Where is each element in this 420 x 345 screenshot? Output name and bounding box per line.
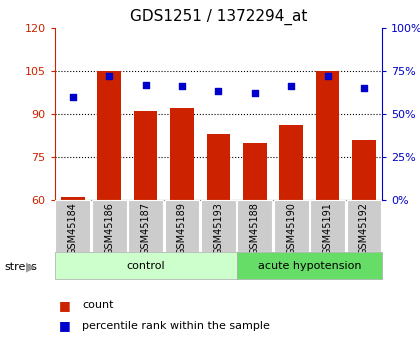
Point <box>69 94 76 99</box>
Bar <box>279 125 303 200</box>
Bar <box>170 108 194 200</box>
Bar <box>346 200 381 252</box>
Text: GSM45184: GSM45184 <box>68 201 78 255</box>
Point <box>215 89 222 94</box>
Text: control: control <box>126 261 165 270</box>
Bar <box>243 142 267 200</box>
Bar <box>92 200 127 252</box>
Point <box>252 90 258 96</box>
Bar <box>201 200 236 252</box>
Text: acute hypotension: acute hypotension <box>257 261 361 270</box>
Point <box>324 73 331 79</box>
Bar <box>55 200 90 252</box>
Bar <box>134 111 158 200</box>
Point <box>142 82 149 87</box>
Point <box>178 83 185 89</box>
Bar <box>352 140 376 200</box>
Bar <box>236 252 382 279</box>
Text: GSM45191: GSM45191 <box>323 201 333 255</box>
Text: GSM45188: GSM45188 <box>250 201 260 255</box>
Text: GSM45187: GSM45187 <box>141 201 151 255</box>
Text: ▶: ▶ <box>26 261 36 274</box>
Point <box>361 85 368 91</box>
Text: ■: ■ <box>59 299 71 312</box>
Bar <box>97 71 121 200</box>
Text: percentile rank within the sample: percentile rank within the sample <box>82 321 270 331</box>
Bar <box>61 197 85 200</box>
Point <box>106 73 113 79</box>
Bar <box>316 71 339 200</box>
Bar <box>310 200 345 252</box>
Point <box>288 83 294 89</box>
Text: count: count <box>82 300 113 310</box>
Bar <box>274 200 309 252</box>
Text: GSM45193: GSM45193 <box>213 201 223 255</box>
Bar <box>207 134 230 200</box>
Text: GSM45190: GSM45190 <box>286 201 296 255</box>
Text: ■: ■ <box>59 319 71 333</box>
Bar <box>165 200 200 252</box>
Bar <box>237 200 272 252</box>
Bar <box>128 200 163 252</box>
Text: GSM45186: GSM45186 <box>104 201 114 255</box>
Text: stress: stress <box>4 263 37 272</box>
Text: GSM45189: GSM45189 <box>177 201 187 255</box>
Bar <box>55 252 236 279</box>
Title: GDS1251 / 1372294_at: GDS1251 / 1372294_at <box>130 9 307 25</box>
Text: GSM45192: GSM45192 <box>359 201 369 255</box>
